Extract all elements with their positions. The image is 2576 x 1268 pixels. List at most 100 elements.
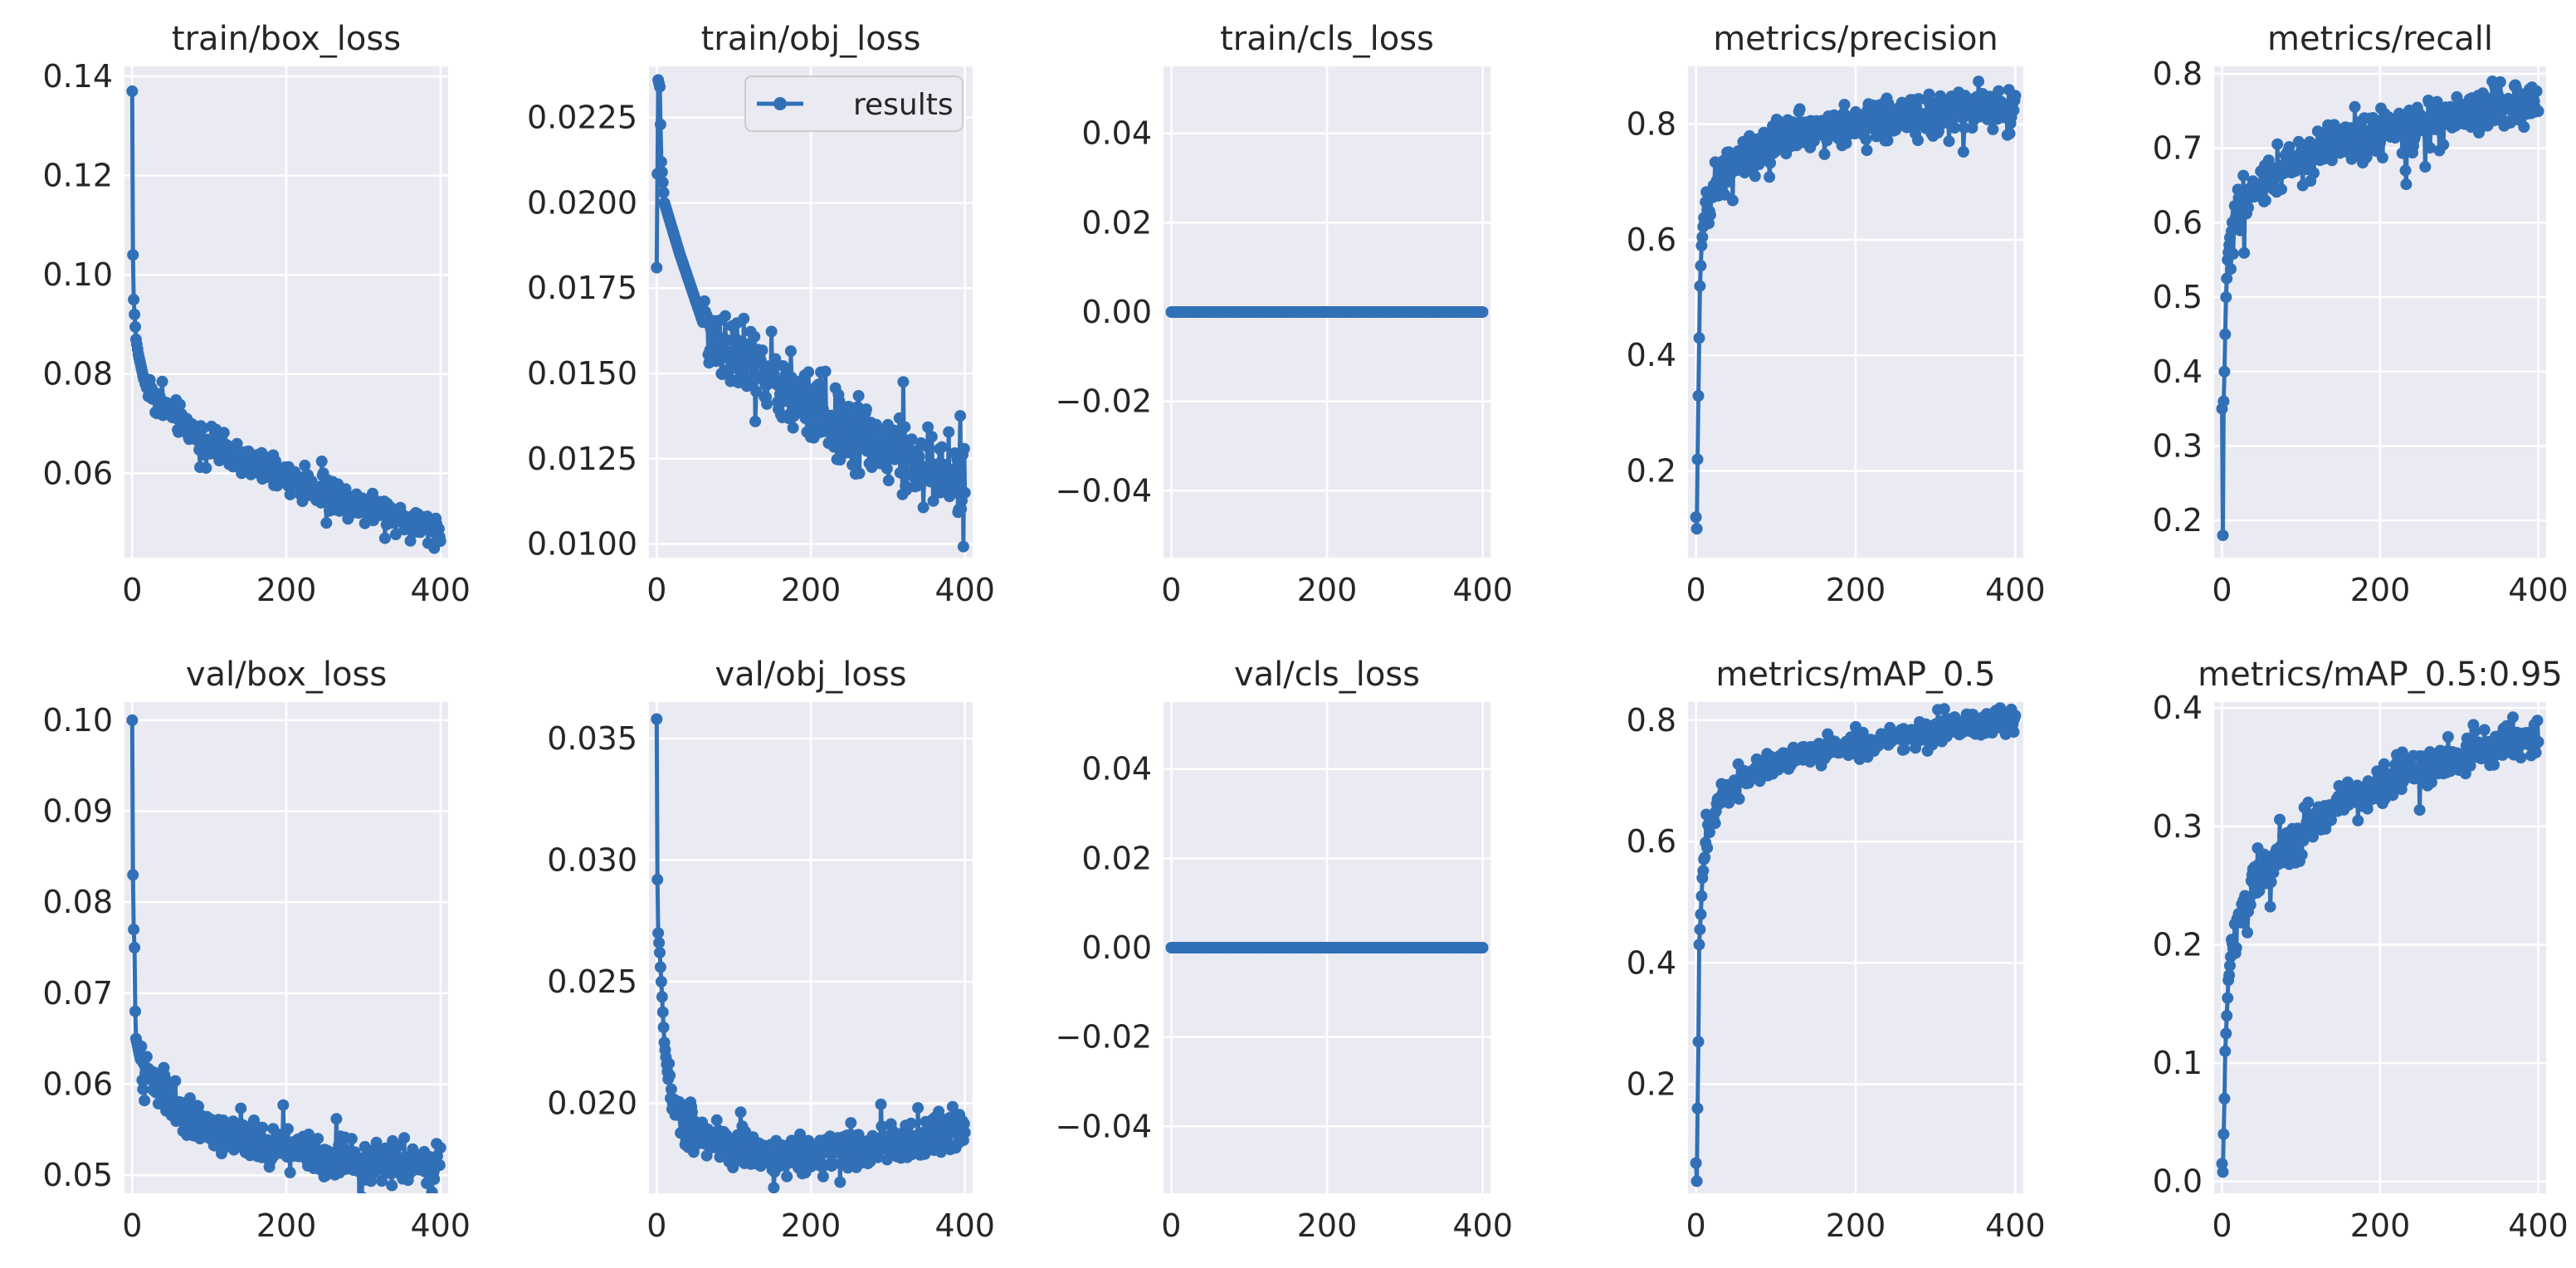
data-point: [320, 1169, 332, 1182]
series-results: [651, 74, 971, 553]
data-point: [2297, 835, 2310, 846]
data-point: [1709, 817, 1721, 830]
x-tick-label: 400: [410, 572, 471, 608]
y-tick-label: 0.2: [2153, 502, 2203, 539]
data-point: [958, 442, 970, 455]
data-point: [169, 1075, 182, 1087]
y-tick-label: 0.2: [2153, 926, 2203, 963]
series-results: [2216, 711, 2544, 1178]
y-tick-label: −0.02: [1056, 383, 1152, 420]
data-point: [2221, 1010, 2233, 1022]
y-tick-label: 0.3: [2153, 427, 2203, 464]
data-point: [2220, 291, 2232, 304]
data-point: [663, 1057, 676, 1070]
data-point: [386, 1179, 398, 1192]
x-tick-label: 200: [1826, 1207, 1886, 1244]
y-tick-label: −0.04: [1056, 1108, 1152, 1144]
y-tick-label: 0.6: [1627, 222, 1676, 258]
data-point: [256, 1121, 269, 1134]
x-tick-label: 0: [2212, 572, 2232, 608]
data-point: [320, 517, 333, 529]
data-point: [2227, 247, 2239, 260]
data-point: [734, 1106, 747, 1119]
data-point: [2469, 725, 2481, 738]
data-point: [1993, 85, 2005, 97]
y-tick-label: 0.0150: [527, 355, 637, 392]
x-tick-label: 0: [122, 1207, 142, 1244]
x-tick-label: 0: [1161, 572, 1181, 608]
data-point: [925, 431, 938, 443]
data-point: [2219, 328, 2232, 340]
subplot-title: metrics/recall: [2267, 20, 2493, 58]
data-point: [2217, 1166, 2229, 1178]
data-point: [653, 937, 666, 949]
data-point: [1719, 188, 1731, 201]
data-point: [1949, 122, 1961, 134]
data-point: [434, 1142, 446, 1154]
y-tick-label: 0.4: [2153, 690, 2203, 726]
data-point: [749, 415, 762, 427]
subplot-val-cls-loss: val/cls_loss 0 200 400 −0.04 −0.02 0.00 0.02 0.0…: [1056, 656, 1513, 1244]
data-point: [2396, 147, 2408, 159]
data-point: [2222, 992, 2234, 1004]
data-point: [2518, 121, 2530, 133]
x-tick-label: 200: [1826, 572, 1886, 608]
y-tick-label: 0.2: [1627, 1066, 1676, 1102]
y-tick-label: 0.08: [42, 884, 113, 920]
data-point: [845, 418, 857, 431]
data-point: [2325, 154, 2338, 167]
y-tick-label: 0.0125: [527, 441, 637, 477]
data-point: [2217, 395, 2230, 407]
data-point: [657, 1022, 670, 1033]
data-point: [927, 495, 939, 507]
subplot-title: val/obj_loss: [715, 656, 906, 694]
data-point: [651, 713, 663, 725]
y-tick-label: 0.3: [2153, 808, 2203, 845]
data-point: [200, 461, 212, 474]
data-point: [784, 345, 797, 358]
data-point: [1818, 148, 1831, 160]
x-tick-label: 0: [646, 1207, 666, 1244]
data-point: [1694, 280, 1706, 292]
data-point: [135, 1041, 148, 1052]
data-point: [2400, 178, 2413, 191]
data-point: [2009, 90, 2022, 102]
data-point: [2431, 95, 2443, 108]
y-tick-label: 0.0225: [527, 100, 637, 136]
data-point: [2478, 724, 2491, 736]
data-point: [1933, 124, 1944, 137]
data-point: [2424, 142, 2436, 154]
data-point: [1695, 239, 1708, 251]
legend-label: results: [853, 88, 954, 122]
y-tick-label: 0.06: [42, 1066, 113, 1102]
legend-marker: [773, 97, 787, 110]
data-point: [1923, 88, 1935, 100]
data-point: [1733, 792, 1745, 805]
x-tick-label: 200: [781, 1207, 842, 1244]
subplot-title: metrics/mAP_0.5:0.95: [2198, 656, 2563, 694]
data-point: [803, 366, 815, 378]
data-point: [2399, 164, 2412, 177]
data-point: [1938, 703, 1950, 715]
data-point: [2224, 959, 2236, 972]
subplot-train-cls-loss: train/cls_loss 0 200 400 −0.04 −0.02 0.00 0.02 0…: [1056, 20, 1513, 608]
y-tick-label: 0.00: [1081, 929, 1152, 966]
data-point: [2530, 85, 2543, 97]
data-point: [2237, 169, 2250, 182]
data-point: [433, 1159, 446, 1171]
subplot-train-obj-loss: train/obj_loss 0 200 400 0.0100 0.0125 0.0150 0…: [527, 20, 995, 608]
data-point: [2425, 776, 2437, 788]
data-point: [173, 398, 186, 411]
data-point: [2223, 969, 2236, 982]
data-point: [2217, 1128, 2230, 1140]
y-tick-label: −0.04: [1056, 472, 1152, 509]
subplot-title: val/box_loss: [186, 656, 387, 694]
x-tick-label: 400: [1452, 1207, 1513, 1244]
y-tick-label: 0.04: [1081, 115, 1152, 152]
data-point: [1695, 890, 1708, 902]
data-point: [655, 976, 667, 988]
data-point: [1912, 134, 1924, 146]
data-point: [756, 344, 768, 357]
